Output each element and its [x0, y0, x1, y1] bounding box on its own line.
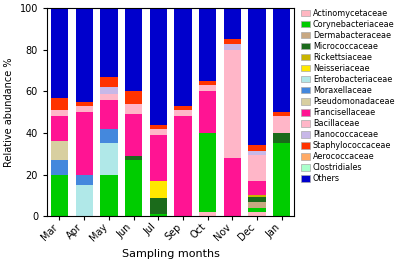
Bar — [273, 112, 290, 117]
Bar — [76, 102, 93, 106]
Bar — [150, 8, 167, 125]
Bar — [199, 8, 216, 81]
Bar — [100, 100, 118, 129]
Bar — [125, 104, 142, 114]
Bar — [51, 8, 68, 98]
Bar — [125, 160, 142, 216]
Bar — [224, 44, 241, 50]
Bar — [248, 195, 266, 198]
Bar — [100, 8, 118, 77]
Bar — [248, 198, 266, 202]
Bar — [273, 133, 290, 144]
Bar — [100, 87, 118, 94]
Y-axis label: Relative abundance %: Relative abundance % — [4, 58, 14, 167]
Bar — [125, 8, 142, 92]
Bar — [51, 117, 68, 141]
Bar — [199, 92, 216, 133]
Bar — [248, 212, 266, 216]
Bar — [174, 117, 192, 216]
Bar — [199, 85, 216, 92]
Bar — [51, 160, 68, 175]
Bar — [224, 8, 241, 39]
Bar — [125, 114, 142, 156]
Bar — [224, 158, 241, 216]
Bar — [51, 110, 68, 117]
Bar — [273, 8, 290, 112]
Legend: Actinomycetaceae, Corynebacteriaceae, Dermabacteraceae, Micrococcaceae, Ricketts: Actinomycetaceae, Corynebacteriaceae, De… — [301, 8, 395, 184]
Bar — [76, 185, 93, 216]
Bar — [248, 202, 266, 208]
X-axis label: Sampling months: Sampling months — [122, 249, 220, 259]
Bar — [248, 155, 266, 181]
Bar — [76, 106, 93, 112]
Bar — [76, 175, 93, 185]
Bar — [51, 175, 68, 216]
Bar — [150, 181, 167, 198]
Bar — [199, 81, 216, 85]
Bar — [248, 151, 266, 155]
Bar — [150, 214, 167, 216]
Bar — [125, 92, 142, 104]
Bar — [248, 181, 266, 195]
Bar — [150, 135, 167, 181]
Bar — [100, 129, 118, 144]
Bar — [51, 98, 68, 110]
Bar — [224, 39, 241, 44]
Bar — [150, 125, 167, 129]
Bar — [174, 110, 192, 117]
Bar — [273, 117, 290, 133]
Bar — [100, 175, 118, 216]
Bar — [248, 208, 266, 212]
Bar — [224, 50, 241, 158]
Bar — [76, 112, 93, 175]
Bar — [273, 144, 290, 216]
Bar — [199, 212, 216, 216]
Bar — [100, 77, 118, 87]
Bar — [76, 8, 93, 102]
Bar — [248, 145, 266, 151]
Bar — [125, 156, 142, 160]
Bar — [51, 141, 68, 160]
Bar — [100, 144, 118, 175]
Bar — [199, 133, 216, 212]
Bar — [150, 129, 167, 135]
Bar — [248, 8, 266, 145]
Bar — [174, 106, 192, 110]
Bar — [100, 94, 118, 100]
Bar — [150, 198, 167, 214]
Bar — [174, 8, 192, 106]
